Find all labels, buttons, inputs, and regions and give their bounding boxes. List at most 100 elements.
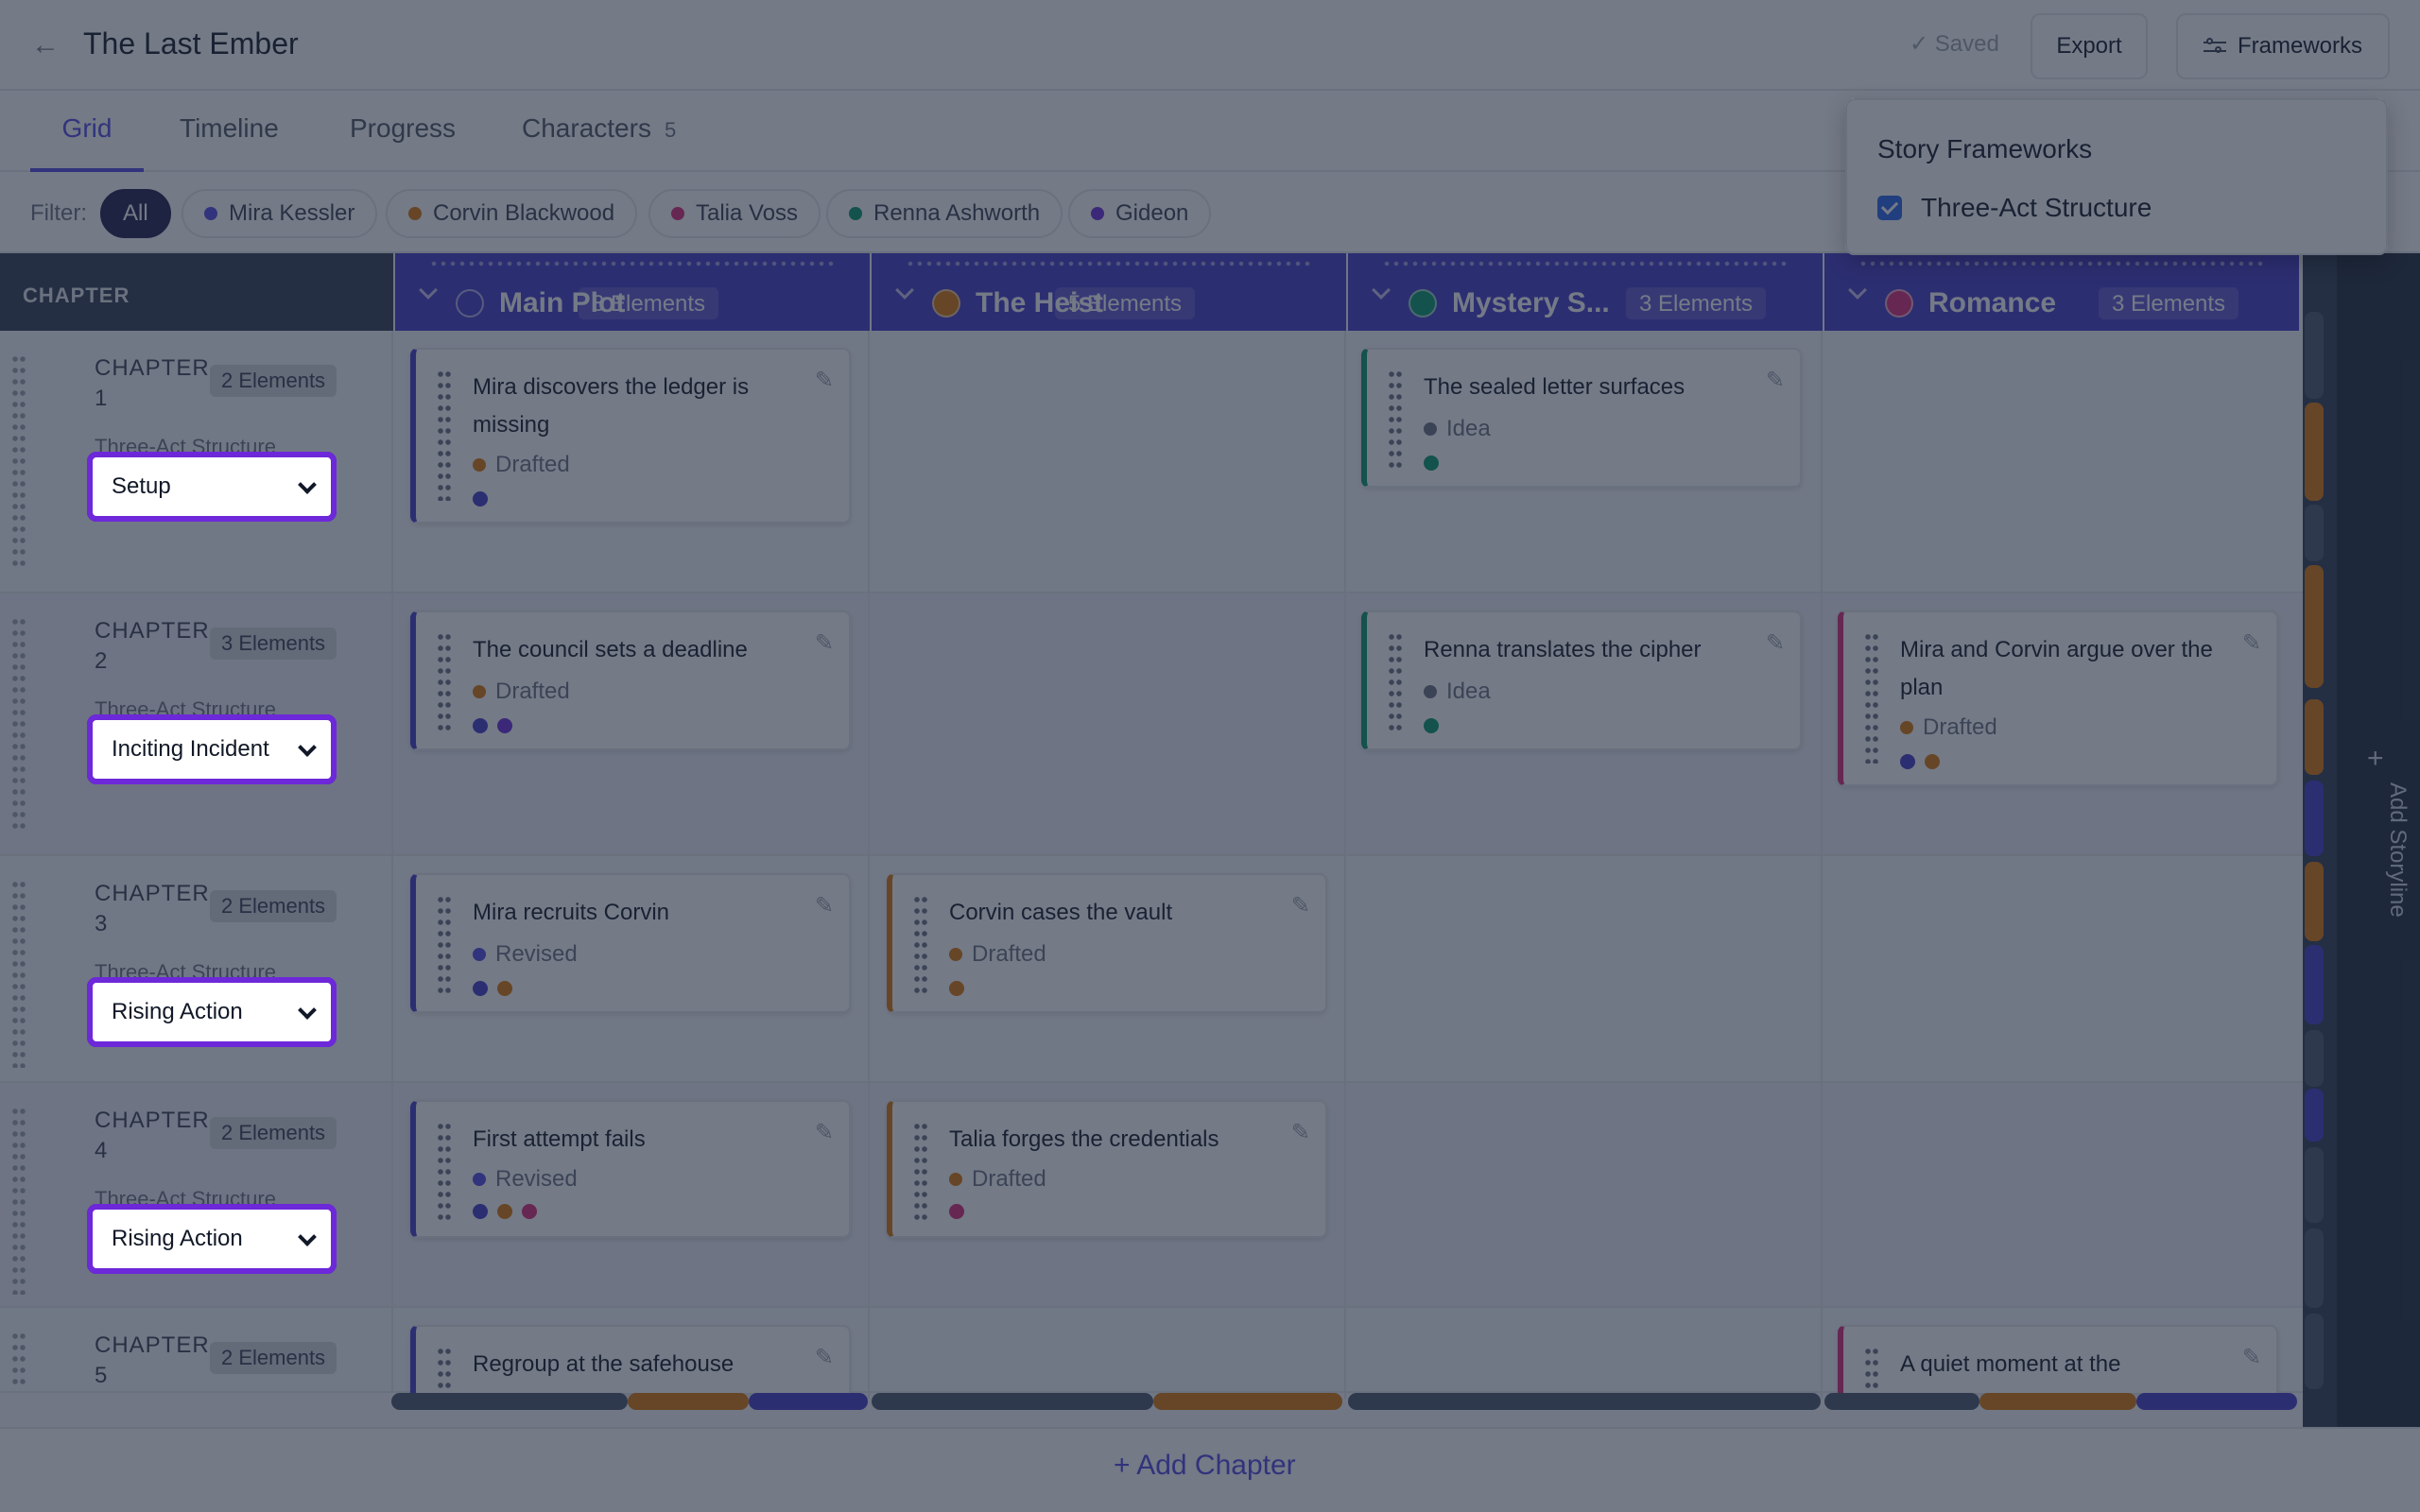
scene-title: Mira discovers the ledger is missing: [473, 374, 750, 438]
scene-card[interactable]: A quiet moment at the ✎: [1838, 1325, 2278, 1393]
scene-card[interactable]: Corvin cases the vault ✎ Drafted: [887, 873, 1327, 1013]
drag-handle-icon[interactable]: [1382, 259, 1789, 268]
horizontal-scrollbar-segment[interactable]: [1824, 1393, 1979, 1410]
drag-handle-icon[interactable]: [437, 1346, 452, 1391]
scene-card[interactable]: Talia forges the credentials ✎ Drafted: [887, 1100, 1327, 1238]
sliders-icon: [2203, 37, 2226, 56]
pencil-icon[interactable]: ✎: [814, 630, 834, 656]
pencil-icon[interactable]: ✎: [2241, 1345, 2261, 1370]
drag-handle-icon[interactable]: [437, 894, 452, 998]
filter-chip-mira[interactable]: Mira Kessler: [182, 189, 378, 238]
pencil-icon[interactable]: ✎: [814, 893, 834, 919]
column-divider: [1821, 331, 1823, 1399]
scene-card[interactable]: The council sets a deadline ✎ Drafted: [410, 610, 851, 750]
storyline-header-mystery[interactable]: Mystery S... 3 Elements: [1348, 253, 1823, 331]
chapter-cell: CHAPTER 3 2 Elements Three-Act Structure…: [0, 856, 393, 1081]
horizontal-scrollbar-segment[interactable]: [749, 1393, 868, 1410]
filter-chip-talia[interactable]: Talia Voss: [648, 189, 821, 238]
drag-handle-icon[interactable]: [429, 259, 836, 268]
scene-title: The sealed letter surfaces: [1424, 374, 1685, 400]
horizontal-scrollbar-segment[interactable]: [391, 1393, 628, 1410]
checkbox[interactable]: [1877, 196, 1902, 220]
column-divider: [1344, 331, 1346, 1399]
chapter-label: CHAPTER 5: [95, 1332, 210, 1388]
drag-handle-icon[interactable]: [11, 879, 26, 1068]
drag-handle-icon[interactable]: [11, 616, 26, 833]
horizontal-scrollbar-segment[interactable]: [628, 1393, 749, 1410]
drag-handle-icon[interactable]: [11, 1331, 26, 1387]
framework-option-three-act[interactable]: Three-Act Structure: [1877, 193, 2152, 223]
pencil-icon[interactable]: ✎: [1765, 368, 1785, 393]
horizontal-scrollbar-segment[interactable]: [872, 1393, 1153, 1410]
add-chapter-button[interactable]: + Add Chapter: [1114, 1450, 1296, 1481]
drag-handle-icon[interactable]: [913, 1121, 928, 1225]
horizontal-scrollbar-segment[interactable]: [1348, 1393, 1821, 1410]
pencil-icon[interactable]: ✎: [1765, 630, 1785, 656]
beat-select-chapter-4[interactable]: Rising Action: [87, 1204, 337, 1274]
horizontal-scrollbar-segment[interactable]: [1153, 1393, 1342, 1410]
scene-card[interactable]: Mira discovers the ledger is missing ✎ D…: [410, 348, 851, 524]
chevron-down-icon: [298, 475, 317, 494]
arrow-left-icon[interactable]: ←: [31, 29, 60, 60]
horizontal-scrollbar-segment[interactable]: [1979, 1393, 2136, 1410]
pencil-icon[interactable]: ✎: [814, 1120, 834, 1145]
beat-select-chapter-3[interactable]: Rising Action: [87, 977, 337, 1047]
check-icon: ✓: [1910, 31, 1935, 57]
scene-card[interactable]: The sealed letter surfaces ✎ Idea: [1361, 348, 1802, 488]
scene-card[interactable]: Mira recruits Corvin ✎ Revised: [410, 873, 851, 1013]
scene-title: First attempt fails: [473, 1126, 646, 1152]
scene-card[interactable]: First attempt fails ✎ Revised: [410, 1100, 851, 1238]
drag-handle-icon[interactable]: [1864, 1346, 1879, 1391]
storyline-header-main-plot[interactable]: Main Plot 8 Elements: [395, 253, 870, 331]
character-dot: [1424, 455, 1439, 471]
character-dots: [1424, 718, 1439, 733]
beat-select-chapter-1[interactable]: Setup: [87, 452, 337, 522]
character-dots: [473, 718, 512, 733]
chevron-down-icon: [298, 1001, 317, 1020]
scene-status: Drafted: [949, 941, 1046, 968]
character-color-dot: [408, 207, 422, 220]
export-button[interactable]: Export: [2031, 13, 2148, 79]
storyline-color-dot: [1409, 289, 1437, 318]
pencil-icon[interactable]: ✎: [814, 368, 834, 393]
frameworks-button[interactable]: Frameworks: [2176, 13, 2390, 79]
tab-grid[interactable]: Grid: [30, 113, 144, 172]
tab-characters[interactable]: Characters 5: [522, 113, 677, 143]
tab-progress[interactable]: Progress: [350, 113, 457, 143]
scene-card[interactable]: Mira and Corvin argue over the plan ✎ Dr…: [1838, 610, 2278, 786]
add-storyline-button[interactable]: + Add Storyline: [2337, 253, 2420, 1427]
chevron-down-icon[interactable]: [1372, 281, 1391, 300]
beat-select-chapter-2[interactable]: Inciting Incident: [87, 714, 337, 784]
filter-chip-renna[interactable]: Renna Ashworth: [826, 189, 1063, 238]
drag-handle-icon[interactable]: [11, 1106, 26, 1295]
tab-timeline[interactable]: Timeline: [180, 113, 279, 143]
drag-handle-icon[interactable]: [1388, 369, 1403, 472]
chevron-down-icon[interactable]: [419, 281, 438, 300]
drag-handle-icon[interactable]: [1858, 259, 2265, 268]
horizontal-scrollbar-segment[interactable]: [2136, 1393, 2297, 1410]
filter-chip-all[interactable]: All: [100, 189, 171, 238]
drag-handle-icon[interactable]: [11, 353, 26, 571]
pencil-icon[interactable]: ✎: [814, 1345, 834, 1370]
drag-handle-icon[interactable]: [913, 894, 928, 998]
storyline-name: Romance: [1928, 287, 2057, 318]
pencil-icon[interactable]: ✎: [1290, 1120, 1310, 1145]
drag-handle-icon[interactable]: [1388, 631, 1403, 735]
filter-chip-corvin[interactable]: Corvin Blackwood: [386, 189, 638, 238]
drag-handle-icon[interactable]: [437, 369, 452, 501]
scene-card[interactable]: Regroup at the safehouse ✎: [410, 1325, 851, 1393]
chevron-down-icon[interactable]: [1848, 281, 1867, 300]
pencil-icon[interactable]: ✎: [2241, 630, 2261, 656]
drag-handle-icon[interactable]: [437, 1121, 452, 1225]
chevron-down-icon[interactable]: [895, 281, 914, 300]
filter-chip-gideon[interactable]: Gideon: [1068, 189, 1212, 238]
drag-handle-icon[interactable]: [1864, 631, 1879, 764]
storyline-header-the-heist[interactable]: The Heist 5 Elements: [872, 253, 1346, 331]
scene-card[interactable]: Renna translates the cipher ✎ Idea: [1361, 610, 1802, 750]
drag-handle-icon[interactable]: [437, 631, 452, 735]
storyline-header-romance[interactable]: Romance 3 Elements: [1824, 253, 2299, 331]
pencil-icon[interactable]: ✎: [1290, 893, 1310, 919]
drag-handle-icon[interactable]: [906, 259, 1312, 268]
chapter-label: CHAPTER 1: [95, 355, 210, 411]
scrollbar-segment: [2305, 505, 2324, 561]
